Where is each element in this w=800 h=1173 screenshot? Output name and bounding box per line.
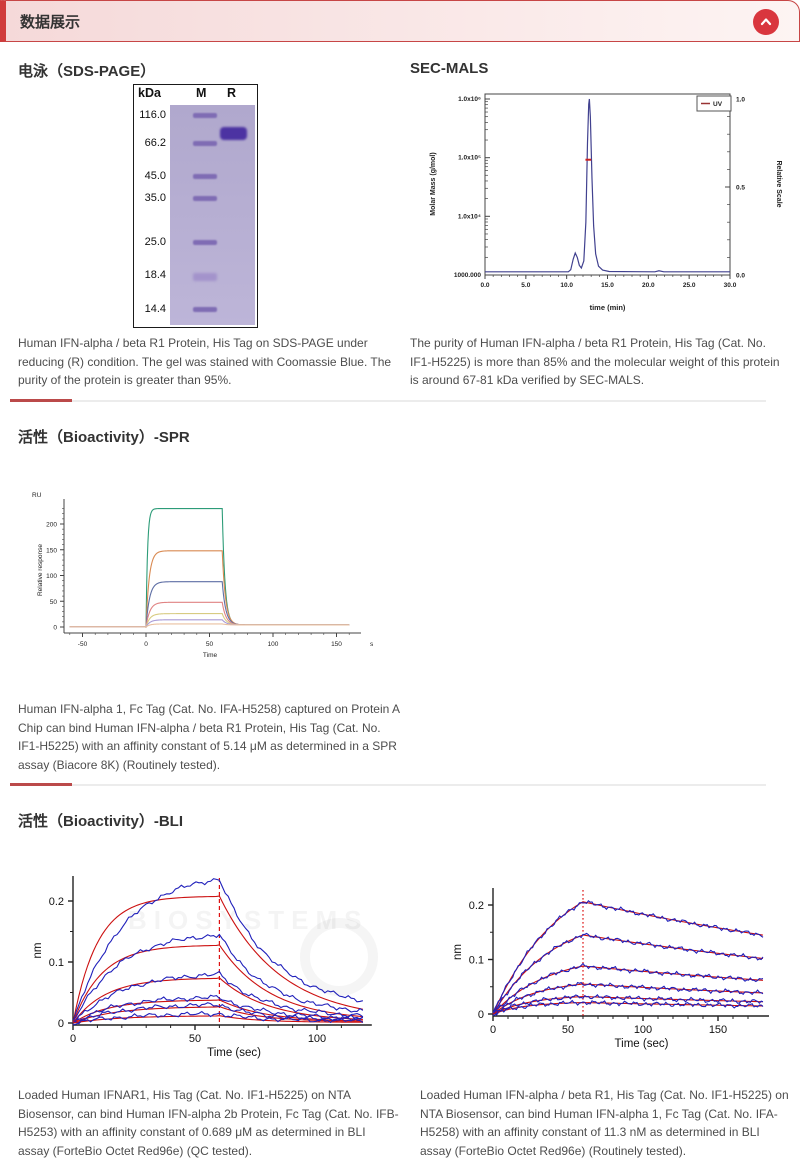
gel-ladder-label: 18.4 (144, 269, 166, 281)
gel-sample-band (220, 127, 247, 140)
svg-text:Time (sec): Time (sec) (207, 1047, 261, 1059)
svg-text:10.0: 10.0 (560, 282, 573, 289)
gel-lane-label-r: R (227, 86, 237, 100)
bli-sensorgram-chart-right: 0 0.1 0.2 0 50 100 150 nm Time (sec) (452, 888, 769, 1050)
back-to-top-button[interactable] (753, 9, 779, 35)
gel-marker-band (193, 273, 217, 281)
svg-text:1.0x10⁶: 1.0x10⁶ (458, 96, 481, 103)
svg-text:-50: -50 (78, 641, 88, 648)
svg-text:1.0: 1.0 (736, 97, 745, 104)
heading-sds-page: 电泳（SDS-PAGE） (18, 63, 156, 80)
svg-text:0.5: 0.5 (736, 185, 745, 192)
gel-unit-header: kDa (138, 86, 161, 100)
spr-sensorgram-chart: 0 50 100 150 200 -50 0 50 100 150 RU Relative respo… (32, 492, 374, 659)
svg-text:0.2: 0.2 (469, 900, 484, 912)
gel-ladder-label: 35.0 (144, 192, 166, 204)
svg-text:100: 100 (268, 641, 279, 648)
svg-text:0: 0 (58, 1018, 64, 1030)
bli-caption-right: Loaded Human IFN-alpha / beta R1, His Ta… (420, 1088, 789, 1158)
gel-body (170, 105, 255, 325)
section-divider (10, 399, 766, 402)
sds-page-caption: Human IFN-alpha / beta R1 Protein, His T… (18, 336, 392, 388)
bli-caption-left: Loaded Human IFNAR1, His Tag (Cat. No. I… (18, 1088, 399, 1158)
heading-sec-mals: SEC-MALS (410, 60, 489, 77)
svg-text:25.0: 25.0 (683, 282, 696, 289)
svg-text:0: 0 (478, 1009, 484, 1021)
svg-text:0.0: 0.0 (736, 273, 745, 280)
svg-text:50: 50 (206, 641, 214, 648)
svg-text:RU: RU (32, 492, 42, 499)
data-display-header-bar: 数据展示 (0, 0, 800, 42)
chevron-up-icon (759, 15, 773, 29)
svg-text:50: 50 (50, 599, 58, 606)
svg-text:Molar Mass (g/mol): Molar Mass (g/mol) (430, 152, 437, 215)
svg-text:nm: nm (452, 944, 464, 960)
svg-text:Time (sec): Time (sec) (615, 1038, 669, 1050)
spr-caption: Human IFN-alpha 1, Fc Tag (Cat. No. IFA-… (18, 702, 400, 772)
gel-marker-band (193, 141, 217, 146)
svg-text:200: 200 (46, 522, 57, 529)
svg-text:50: 50 (562, 1024, 574, 1036)
svg-text:150: 150 (46, 547, 57, 554)
section-divider (10, 783, 766, 786)
svg-text:5.0: 5.0 (521, 282, 530, 289)
gel-marker-band (193, 307, 217, 312)
svg-text:0: 0 (144, 641, 148, 648)
svg-text:1.0x10⁵: 1.0x10⁵ (458, 155, 481, 162)
gel-ladder-label: 66.2 (144, 137, 166, 149)
svg-text:UV: UV (713, 101, 723, 108)
svg-text:nm: nm (32, 943, 44, 959)
svg-text:1000.000: 1000.000 (454, 272, 481, 279)
svg-text:100: 100 (46, 573, 57, 580)
svg-text:0.0: 0.0 (480, 282, 489, 289)
svg-text:time (min): time (min) (590, 303, 626, 312)
gel-lane-label-m: M (196, 86, 207, 100)
svg-text:s: s (370, 641, 374, 648)
page-title: 数据展示 (20, 13, 81, 31)
svg-text:Time: Time (203, 652, 218, 659)
svg-text:0.1: 0.1 (49, 957, 64, 969)
svg-text:Relative Scale: Relative Scale (775, 160, 782, 207)
gel-marker-band (193, 113, 217, 118)
svg-text:0: 0 (53, 625, 57, 632)
gel-marker-band (193, 174, 217, 179)
gel-ladder-label: 25.0 (144, 236, 166, 248)
sec-mals-caption: The purity of Human IFN-alpha / beta R1 … (410, 336, 780, 388)
sds-page-gel-figure: kDa M R 116.0 66.2 45.0 35.0 25.0 18.4 14.4 (133, 84, 258, 328)
svg-text:1.0x10⁴: 1.0x10⁴ (458, 213, 481, 220)
gel-ladder-label: 45.0 (144, 170, 166, 182)
gel-marker-band (193, 196, 217, 201)
sec-mals-chart: 1.0x10⁶ 1.0x10⁵ 1.0x10⁴ 1000.000 1.0 0.5 0.0 0.… (430, 93, 782, 312)
svg-text:30.0: 30.0 (724, 282, 737, 289)
svg-text:100: 100 (634, 1024, 652, 1036)
gel-ladder-label: 14.4 (144, 303, 166, 315)
svg-text:0.1: 0.1 (469, 955, 484, 967)
bli-sensorgram-chart-left: 0 0.1 0.2 0 50 100 nm Time (sec) (32, 876, 372, 1059)
gel-marker-band (193, 240, 217, 245)
svg-text:0: 0 (70, 1033, 76, 1045)
gel-ladder-label: 116.0 (139, 109, 166, 121)
heading-bioactivity-spr: 活性（Bioactivity）-SPR (18, 429, 190, 446)
heading-bioactivity-bli: 活性（Bioactivity）-BLI (18, 813, 184, 830)
svg-text:0: 0 (490, 1024, 496, 1036)
svg-text:100: 100 (308, 1033, 326, 1045)
svg-text:150: 150 (709, 1024, 727, 1036)
svg-text:15.0: 15.0 (601, 282, 614, 289)
svg-text:50: 50 (189, 1033, 201, 1045)
svg-text:Relative response: Relative response (37, 544, 44, 596)
svg-text:20.0: 20.0 (642, 282, 655, 289)
svg-text:150: 150 (331, 641, 342, 648)
watermark-logo-circle (300, 918, 378, 996)
svg-text:0.2: 0.2 (49, 896, 64, 908)
